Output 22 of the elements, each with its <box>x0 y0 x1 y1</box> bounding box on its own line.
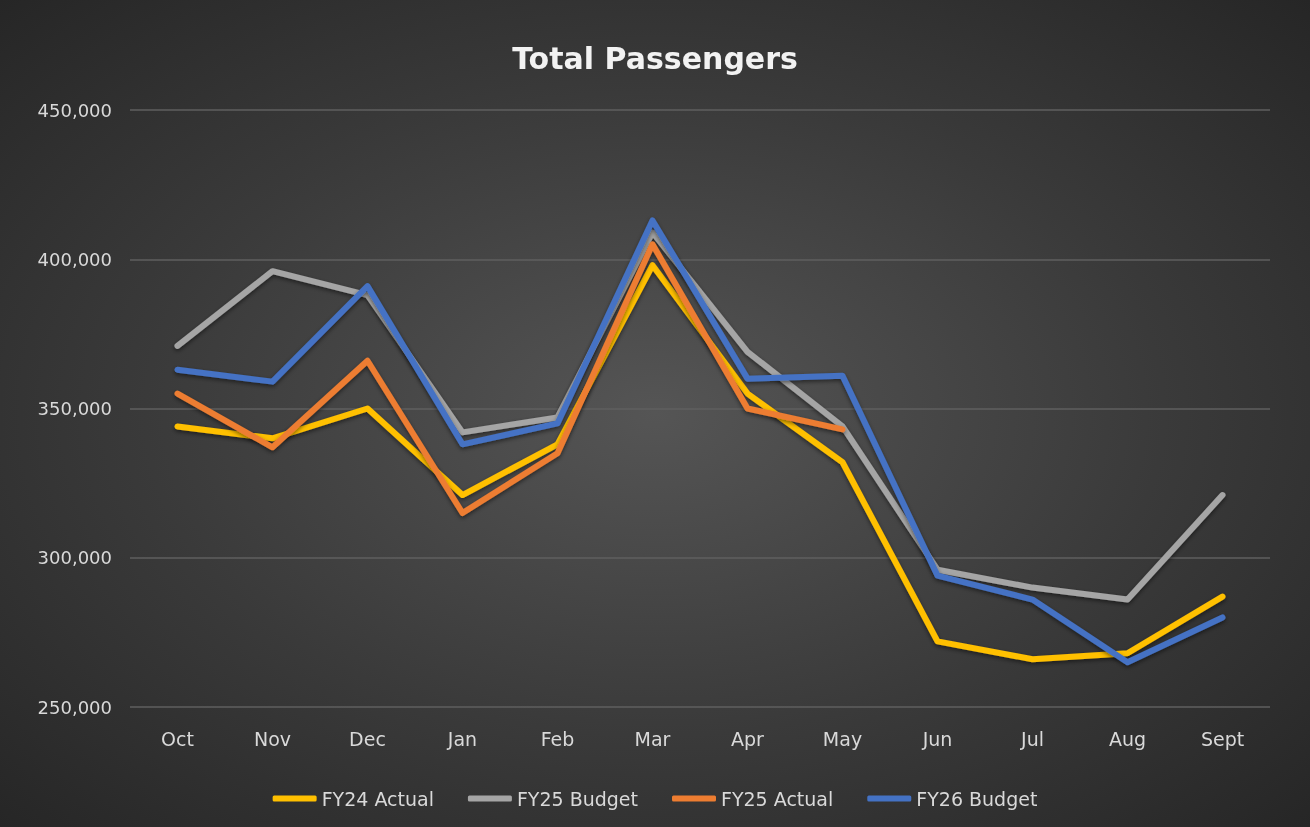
y-tick-label: 450,000 <box>37 99 112 121</box>
chart-title: Total Passengers <box>512 40 798 76</box>
x-tick-label: Oct <box>161 727 194 750</box>
x-tick-label: Mar <box>634 727 671 750</box>
y-tick-label: 250,000 <box>37 696 112 718</box>
x-tick-label: Jun <box>921 727 953 750</box>
legend-label: FY25 Budget <box>516 787 639 810</box>
x-tick-label: Aug <box>1108 727 1147 750</box>
legend-label: FY25 Actual <box>721 787 834 810</box>
x-tick-label: Nov <box>253 727 292 750</box>
x-tick-label: Jul <box>1020 727 1044 750</box>
y-tick-label: 300,000 <box>37 547 112 569</box>
y-tick-label: 350,000 <box>37 398 112 419</box>
x-tick-label: Sept <box>1200 727 1245 750</box>
y-tick-label: 400,000 <box>37 248 112 270</box>
x-tick-label: Feb <box>540 727 575 750</box>
x-tick-label: Jan <box>446 727 478 750</box>
legend-label: FY24 Actual <box>321 787 434 810</box>
x-tick-label: Dec <box>349 727 386 750</box>
x-tick-label: May <box>822 727 863 750</box>
legend-label: FY26 Budget <box>916 787 1038 810</box>
x-tick-label: Apr <box>731 727 765 750</box>
